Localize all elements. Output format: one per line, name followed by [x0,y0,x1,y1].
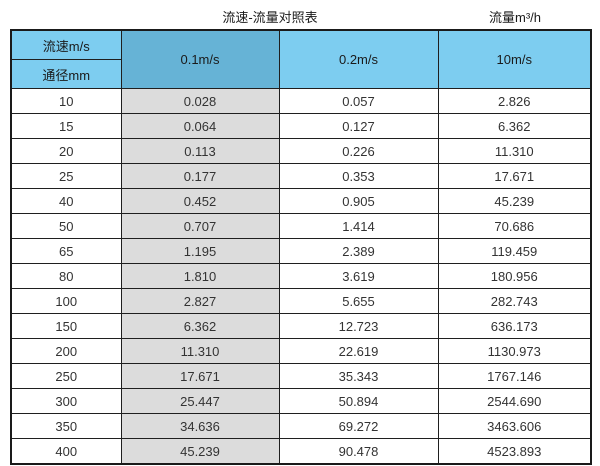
flow-cell-10ms: 70.686 [437,213,592,239]
table-row: 40 0.452 0.905 45.239 [10,188,592,214]
diameter-cell: 25 [10,163,122,189]
table-body: 10 0.028 0.057 2.826 15 0.064 0.127 6.36… [10,88,592,465]
table-row: 250 17.671 35.343 1767.146 [10,363,592,389]
flow-cell-0p2ms: 22.619 [278,338,439,364]
table-row: 15 0.064 0.127 6.362 [10,113,592,139]
flow-cell-0p1ms: 34.636 [120,413,280,439]
table-row: 80 1.810 3.619 180.956 [10,263,592,289]
diameter-cell: 200 [10,338,122,364]
table-row: 150 6.362 12.723 636.173 [10,313,592,339]
flow-cell-0p2ms: 0.127 [278,113,439,139]
flow-cell-0p1ms: 11.310 [120,338,280,364]
table-header: 流速m/s 0.1m/s 0.2m/s 10m/s 通径mm [10,29,592,89]
diameter-cell: 350 [10,413,122,439]
flow-cell-10ms: 180.956 [437,263,592,289]
flow-cell-0p1ms: 17.671 [120,363,280,389]
flow-cell-10ms: 2.826 [437,88,592,114]
flow-rate-table: 流速m/s 0.1m/s 0.2m/s 10m/s 通径mm 10 0.028 … [10,29,592,465]
flow-cell-10ms: 17.671 [437,163,592,189]
flow-cell-0p2ms: 50.894 [278,388,439,414]
diameter-cell: 300 [10,388,122,414]
diameter-cell: 400 [10,438,122,465]
flow-cell-0p1ms: 6.362 [120,313,280,339]
flow-cell-10ms: 11.310 [437,138,592,164]
table-row: 25 0.177 0.353 17.671 [10,163,592,189]
flow-cell-0p1ms: 0.113 [120,138,280,164]
flow-cell-0p1ms: 45.239 [120,438,280,465]
flow-cell-10ms: 1130.973 [437,338,592,364]
diameter-cell: 15 [10,113,122,139]
table-row: 400 45.239 90.478 4523.893 [10,438,592,465]
flow-cell-0p1ms: 0.452 [120,188,280,214]
flow-cell-10ms: 45.239 [437,188,592,214]
flow-cell-10ms: 1767.146 [437,363,592,389]
corner-diameter-label: 通径mm [10,59,122,89]
flow-cell-10ms: 2544.690 [437,388,592,414]
flow-cell-10ms: 4523.893 [437,438,592,465]
flow-cell-10ms: 3463.606 [437,413,592,439]
flow-cell-0p2ms: 5.655 [278,288,439,314]
diameter-cell: 150 [10,313,122,339]
flow-cell-0p1ms: 1.195 [120,238,280,264]
flow-cell-0p2ms: 0.057 [278,88,439,114]
diameter-cell: 100 [10,288,122,314]
flow-cell-0p2ms: 35.343 [278,363,439,389]
flow-cell-0p2ms: 3.619 [278,263,439,289]
header-row-bottom: 通径mm [10,59,591,89]
diameter-cell: 40 [10,188,122,214]
flow-cell-0p2ms: 1.414 [278,213,439,239]
flow-cell-0p2ms: 90.478 [278,438,439,465]
title-bar: 流速-流量对照表 流量m³/h [0,0,600,29]
diameter-cell: 80 [10,263,122,289]
column-header-0p2ms: 0.2m/s [278,29,439,89]
table-row: 65 1.195 2.389 119.459 [10,238,592,264]
flow-cell-0p2ms: 0.353 [278,163,439,189]
flow-cell-10ms: 636.173 [437,313,592,339]
table-row: 200 11.310 22.619 1130.973 [10,338,592,364]
flow-cell-0p2ms: 69.272 [278,413,439,439]
corner-velocity-label: 流速m/s [10,29,122,60]
diameter-cell: 50 [10,213,122,239]
flow-cell-10ms: 6.362 [437,113,592,139]
table-row: 20 0.113 0.226 11.310 [10,138,592,164]
diameter-cell: 20 [10,138,122,164]
table-row: 10 0.028 0.057 2.826 [10,88,592,114]
column-header-0p1ms: 0.1m/s [120,29,280,89]
flow-cell-0p1ms: 0.707 [120,213,280,239]
flow-cell-0p2ms: 12.723 [278,313,439,339]
flow-cell-10ms: 282.743 [437,288,592,314]
diameter-cell: 250 [10,363,122,389]
column-header-10ms: 10m/s [437,29,592,89]
flow-cell-0p1ms: 2.827 [120,288,280,314]
table-row: 50 0.707 1.414 70.686 [10,213,592,239]
diameter-cell: 10 [10,88,122,114]
flow-cell-0p1ms: 25.447 [120,388,280,414]
table-row: 100 2.827 5.655 282.743 [10,288,592,314]
table-title: 流速-流量对照表 [222,10,318,25]
flow-cell-0p1ms: 0.177 [120,163,280,189]
flow-unit-label: 流量m³/h [488,10,541,25]
header-row-top: 流速m/s 0.1m/s 0.2m/s 10m/s [10,29,592,89]
flow-cell-0p1ms: 1.810 [120,263,280,289]
diameter-cell: 65 [10,238,122,264]
flow-cell-0p2ms: 0.226 [278,138,439,164]
table-row: 300 25.447 50.894 2544.690 [10,388,592,414]
table-row: 350 34.636 69.272 3463.606 [10,413,592,439]
flow-cell-0p1ms: 0.064 [120,113,280,139]
flow-cell-0p2ms: 2.389 [278,238,439,264]
flow-cell-0p1ms: 0.028 [120,88,280,114]
flow-cell-10ms: 119.459 [437,238,592,264]
flow-cell-0p2ms: 0.905 [278,188,439,214]
